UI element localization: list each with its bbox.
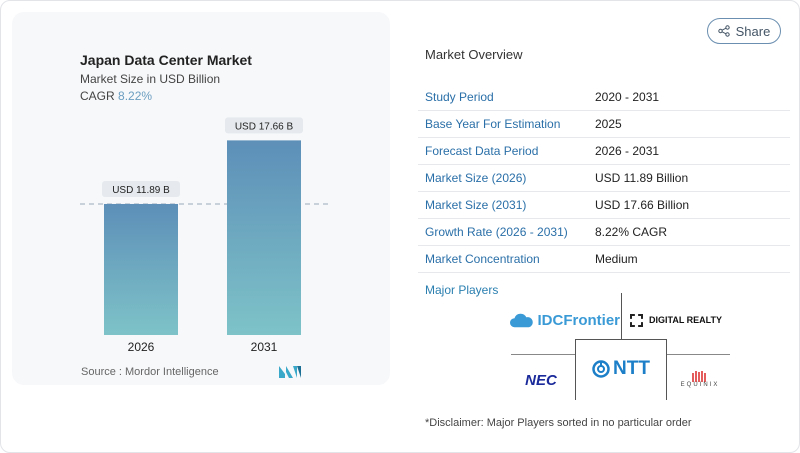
row-label: Market Concentration — [425, 252, 540, 266]
row-label: Market Size (2031) — [425, 198, 527, 212]
overview-row: Market Concentration Medium — [418, 246, 790, 273]
overview-row: Study Period 2020 - 2031 — [418, 84, 790, 111]
divider — [666, 339, 667, 400]
x-tick-label: 2031 — [251, 340, 278, 354]
data-label: USD 17.66 B — [235, 121, 294, 132]
row-value: 8.22% CAGR — [595, 225, 668, 239]
chart-subtitle: Market Size in USD Billion — [80, 72, 221, 86]
logo-nec: NEC — [512, 370, 570, 390]
cagr-value: 8.22% — [118, 89, 153, 103]
row-label: Growth Rate (2026 - 2031) — [425, 225, 568, 239]
logo-equinix: EQUINIX — [675, 366, 725, 392]
bar-2026 — [104, 203, 178, 335]
data-label-bg — [225, 117, 303, 134]
equinix-icon — [692, 371, 706, 382]
logo-text: NEC — [525, 371, 557, 389]
overview-row: Market Size (2026) USD 11.89 Billion — [418, 165, 790, 192]
divider — [667, 354, 730, 355]
divider — [621, 293, 622, 339]
divider — [575, 339, 667, 340]
row-value: 2025 — [595, 117, 622, 131]
logo-text: NTT — [613, 358, 650, 379]
chart-card — [12, 12, 390, 385]
source-text: Source : Mordor Intelligence — [81, 366, 219, 378]
chart-title: Japan Data Center Market — [80, 52, 252, 68]
row-label: Forecast Data Period — [425, 144, 539, 158]
overview-table: Study Period 2020 - 2031 Base Year For Es… — [418, 84, 790, 273]
share-label: Share — [735, 23, 771, 39]
bar-chart: USD 11.89 B 2026 USD 17.66 B 2031 — [80, 117, 328, 354]
chart-cagr: CAGR 8.22% — [80, 89, 152, 103]
major-players-title: Major Players — [425, 283, 499, 297]
data-label-bg — [102, 180, 180, 197]
ntt-icon — [592, 360, 610, 378]
mordor-logo — [279, 366, 301, 378]
overview-row: Growth Rate (2026 - 2031) 8.22% CAGR — [418, 219, 790, 246]
x-tick-label: 2026 — [128, 340, 155, 354]
row-value: USD 17.66 Billion — [595, 198, 690, 212]
divider — [511, 354, 575, 355]
cagr-label: CAGR — [80, 89, 115, 103]
logo-idcfrontier: IDCFrontier — [510, 305, 620, 335]
row-label: Market Size (2026) — [425, 171, 527, 185]
overview-row: Forecast Data Period 2026 - 2031 — [418, 138, 790, 165]
overview-title: Market Overview — [425, 47, 523, 62]
row-value: Medium — [595, 252, 638, 266]
logo-ntt: NTT — [578, 356, 664, 382]
data-label: USD 11.89 B — [112, 185, 170, 196]
share-icon — [717, 25, 730, 37]
logo-digital-realty: DIGITAL REALTY — [626, 308, 726, 332]
logo-text: DIGITAL REALTY — [649, 315, 722, 325]
disclaimer: *Disclaimer: Major Players sorted in no … — [425, 417, 692, 429]
cloud-icon — [510, 313, 533, 328]
row-label: Base Year For Estimation — [425, 117, 561, 131]
logo-text: EQUINIX — [680, 382, 720, 388]
row-value: USD 11.89 Billion — [595, 171, 689, 185]
row-value: 2026 - 2031 — [595, 144, 660, 158]
bracket-icon — [630, 313, 643, 327]
row-label: Study Period — [425, 90, 494, 104]
overview-row: Base Year For Estimation 2025 — [418, 111, 790, 138]
share-button[interactable]: Share — [707, 18, 781, 44]
bar-2031 — [227, 140, 301, 335]
row-value: 2020 - 2031 — [595, 90, 660, 104]
divider — [575, 339, 576, 400]
overview-row: Market Size (2031) USD 17.66 Billion — [418, 192, 790, 219]
logo-text: IDCFrontier — [537, 311, 621, 329]
